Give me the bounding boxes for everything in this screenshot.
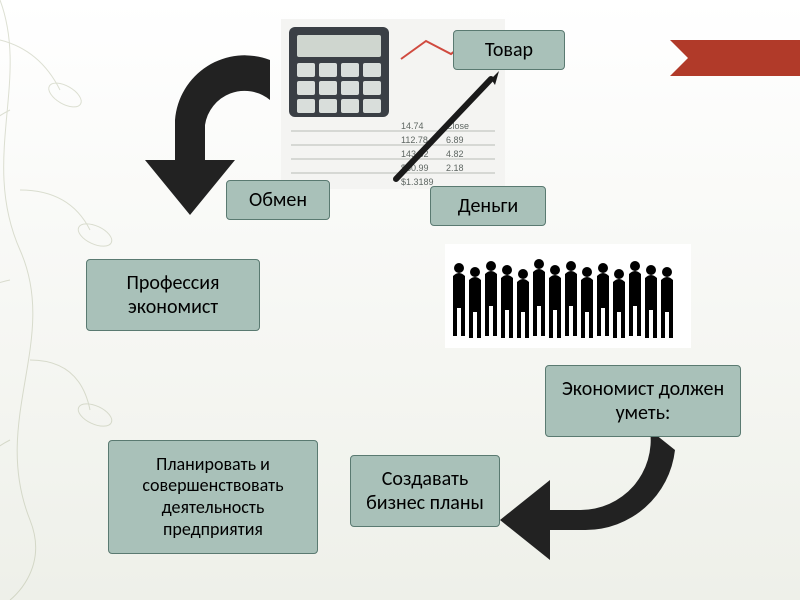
box-must-know: Экономист должен уметь: [545, 365, 741, 437]
svg-text:4.82: 4.82 [446, 149, 464, 159]
svg-text:6.89: 6.89 [446, 135, 464, 145]
box-business-plan: Создавать бизнес планы [350, 455, 500, 527]
svg-text:2.18: 2.18 [446, 163, 464, 173]
svg-text:14.74: 14.74 [401, 121, 424, 131]
box-profession: Профессия экономист [86, 259, 260, 331]
svg-text:$1.3189: $1.3189 [401, 177, 434, 187]
red-accent-bar [670, 40, 800, 76]
box-product: Товар [453, 30, 565, 70]
box-plan: Планировать и совершенствовать деятельно… [108, 440, 318, 554]
svg-text:112.78: 112.78 [401, 135, 428, 145]
crowd-image [445, 244, 691, 348]
box-exchange: Обмен [226, 180, 330, 220]
box-money: Деньги [430, 186, 546, 226]
